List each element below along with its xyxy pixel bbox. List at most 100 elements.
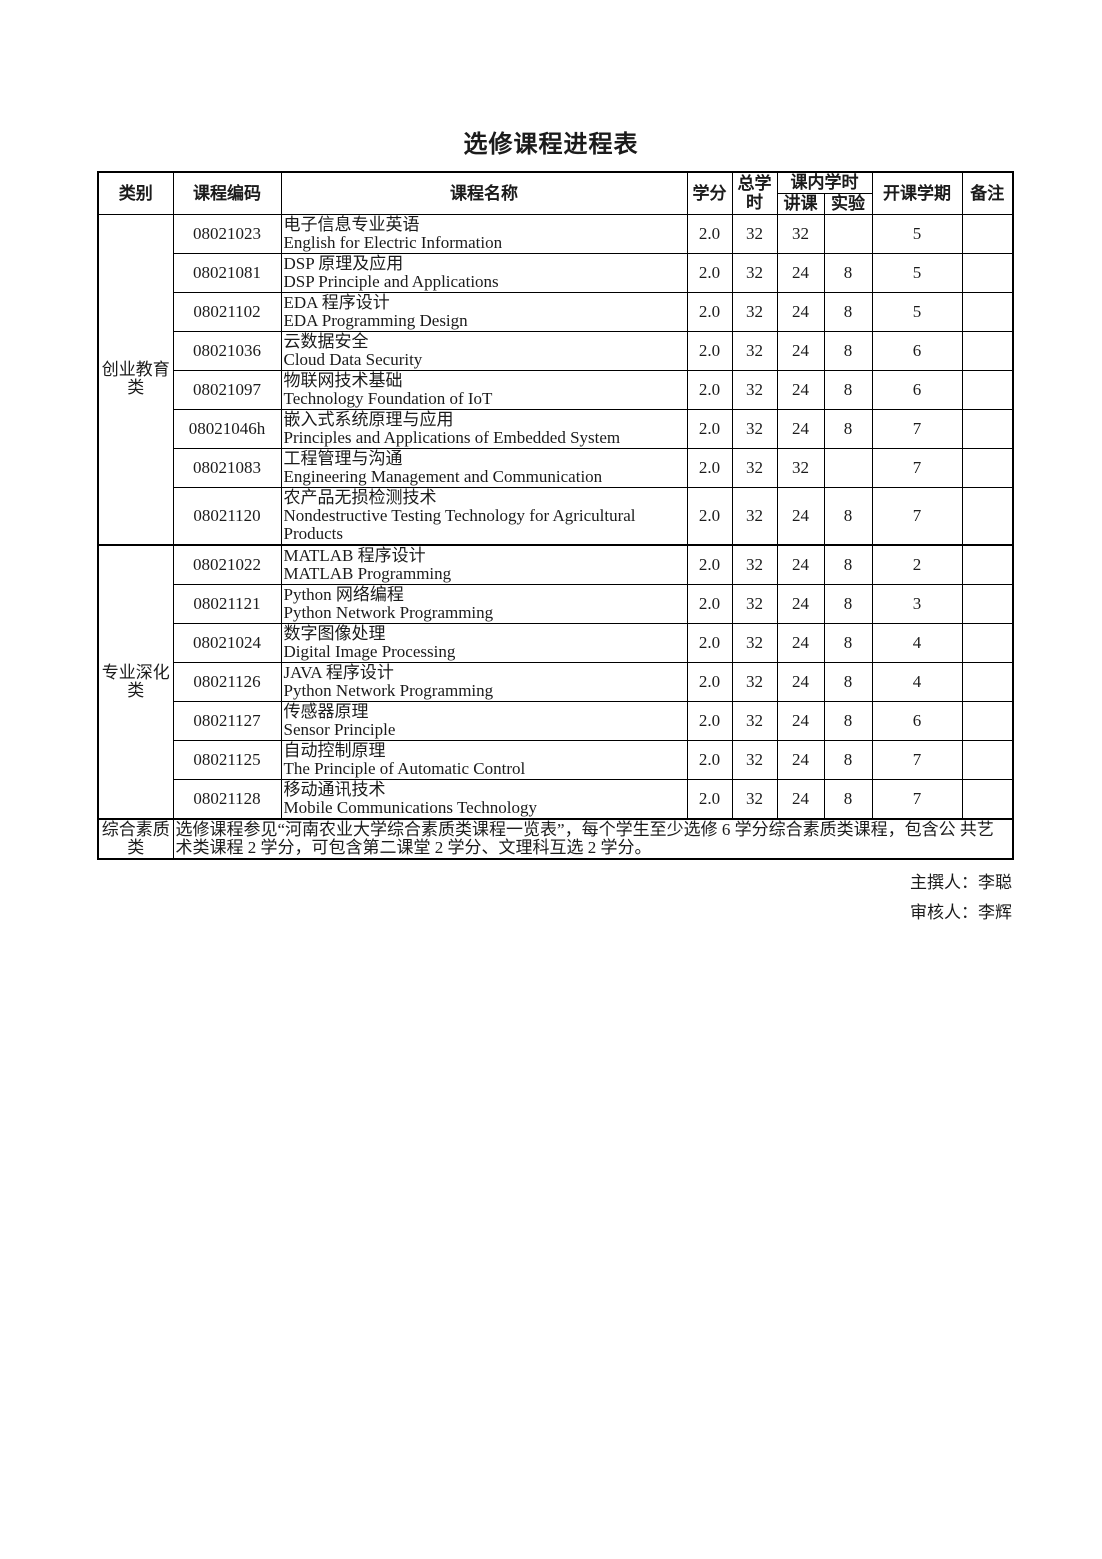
course-code-cell: 08021126: [172, 661, 282, 702]
lecture-hours-cell: 24: [776, 543, 825, 585]
experiment-hours-cell: 8: [823, 330, 873, 371]
course-name-cn: 嵌入式系统原理与应用: [283, 409, 454, 429]
course-name-cell: 传感器原理 Sensor Principle: [280, 700, 688, 741]
lecture-hours-cell: 24: [776, 622, 825, 663]
header-row-1: 类别 课程编码 课程名称 学分 总学时 课内学时 开课学期 备注: [97, 171, 1014, 215]
total-hours-cell: 32: [731, 622, 778, 663]
header-remarks: 备注: [961, 171, 1014, 215]
credits-cell: 2.0: [686, 447, 733, 488]
total-hours-cell: 32: [731, 543, 778, 585]
credits-cell: 2.0: [686, 330, 733, 371]
course-name-cn: 数字图像处理: [283, 623, 386, 643]
course-row: 专业深化类 08021022 MATLAB 程序设计 MATLAB Programmi…: [97, 543, 1014, 819]
experiment-hours-cell: 8: [823, 739, 873, 780]
course-row: 创业教育类 08021023 电子信息专业英语 English for Electri…: [97, 213, 1014, 545]
semester-cell: 6: [871, 700, 963, 741]
header-category: 类别: [97, 171, 174, 215]
table-header: 类别 课程编码 课程名称 学分 总学时 课内学时 开课学期 备注 讲课 实验: [97, 171, 1014, 215]
semester-cell: 7: [871, 408, 963, 449]
semester-cell: 4: [871, 661, 963, 702]
course-name-en: English for Electric Information: [283, 232, 503, 252]
credits-cell: 2.0: [686, 661, 733, 702]
course-name-cell: EDA 程序设计 EDA Programming Design: [280, 291, 688, 332]
course-name-en: Sensor Principle: [283, 719, 396, 739]
semester-cell: 5: [871, 291, 963, 332]
course-row: 08021083 工程管理与沟通 Engineering Management an…: [98, 447, 1014, 488]
experiment-hours-cell: 8: [823, 408, 873, 449]
remarks-cell: [961, 583, 1014, 624]
course-name-en: Technology Foundation of IoT: [283, 388, 493, 408]
credits-cell: 2.0: [686, 778, 733, 819]
course-row: 08021036 云数据安全 Cloud Data Security 2.0 32 24 8…: [98, 330, 1014, 371]
remarks-cell: [961, 213, 1014, 254]
remarks-cell: [961, 543, 1014, 585]
lecture-hours-cell: 24: [776, 330, 825, 371]
course-name-cell: MATLAB 程序设计 MATLAB Programming: [280, 543, 688, 585]
credits-cell: 2.0: [686, 700, 733, 741]
course-code-cell: 08021128: [172, 778, 282, 819]
course-name-en: EDA Programming Design: [283, 310, 468, 330]
experiment-hours-cell: 8: [823, 661, 873, 702]
total-hours-cell: 32: [731, 252, 778, 293]
note-row: 综合素质类 选修课程参见“河南农业大学综合素质类课程一览表”，每个学生至少选修 6…: [97, 817, 1014, 859]
lecture-hours-cell: 32: [776, 213, 825, 254]
experiment-hours-cell: 8: [823, 486, 873, 545]
page-title: 选修课程进程表: [463, 131, 639, 158]
course-name-cn: 工程管理与沟通: [283, 448, 403, 468]
lecture-hours-cell: 24: [776, 486, 825, 545]
course-name-en: Cloud Data Security: [283, 349, 423, 369]
course-name-cell: 工程管理与沟通 Engineering Management and Commun…: [280, 447, 688, 488]
course-code-cell: 08021022: [172, 543, 282, 585]
experiment-hours-cell: 8: [823, 369, 873, 410]
course-name-cn: MATLAB 程序设计: [283, 545, 426, 565]
credits-cell: 2.0: [686, 408, 733, 449]
semester-cell: 4: [871, 622, 963, 663]
course-name-cell: 嵌入式系统原理与应用 Principles and Applications of…: [280, 408, 688, 449]
course-name-en: Principles and Applications of Embedded …: [283, 427, 621, 447]
semester-cell: 7: [871, 778, 963, 819]
credits-cell: 2.0: [686, 252, 733, 293]
lecture-hours-cell: 24: [776, 369, 825, 410]
lecture-hours-cell: 24: [776, 252, 825, 293]
credits-cell: 2.0: [686, 291, 733, 332]
header-course-name: 课程名称: [280, 171, 688, 215]
lecture-hours-cell: 24: [776, 700, 825, 741]
course-code-cell: 08021097: [172, 369, 282, 410]
course-code-cell: 08021120: [172, 486, 282, 545]
course-code-cell: 08021127: [172, 700, 282, 741]
remarks-cell: [961, 661, 1014, 702]
course-name-cn: 电子信息专业英语: [283, 214, 420, 234]
course-row: 08021046h 嵌入式系统原理与应用 Principles and Applic…: [98, 408, 1014, 449]
course-name-cell: 自动控制原理 The Principle of Automatic Control: [280, 739, 688, 780]
course-name-cell: 云数据安全 Cloud Data Security: [280, 330, 688, 371]
course-name-cell: 物联网技术基础 Technology Foundation of IoT: [280, 369, 688, 410]
course-code-cell: 08021081: [172, 252, 282, 293]
course-name-cell: DSP 原理及应用 DSP Principle and Applications: [280, 252, 688, 293]
course-name-en: Python Network Programming: [283, 680, 494, 700]
credits-cell: 2.0: [686, 583, 733, 624]
course-code-cell: 08021023: [172, 213, 282, 254]
course-name-cn: 物联网技术基础: [283, 370, 403, 390]
header-course-code: 课程编码: [172, 171, 282, 215]
semester-cell: 6: [871, 330, 963, 371]
course-name-en: Engineering Management and Communication: [283, 466, 603, 486]
remarks-cell: [961, 369, 1014, 410]
course-table: 类别 课程编码 课程名称 学分 总学时 课内学时 开课学期 备注 讲课 实验 创…: [97, 171, 1014, 860]
semester-cell: 2: [871, 543, 963, 585]
course-name-cell: Python 网络编程 Python Network Programming: [280, 583, 688, 624]
semester-cell: 5: [871, 213, 963, 254]
course-name-en: MATLAB Programming: [283, 563, 452, 583]
remarks-cell: [961, 700, 1014, 741]
course-name-cn: 自动控制原理: [283, 740, 386, 760]
total-hours-cell: 32: [731, 369, 778, 410]
course-name-cn: Python 网络编程: [283, 584, 404, 604]
course-code-cell: 08021125: [172, 739, 282, 780]
course-code-cell: 08021121: [172, 583, 282, 624]
remarks-cell: [961, 252, 1014, 293]
credits-cell: 2.0: [686, 739, 733, 780]
experiment-hours-cell: 8: [823, 622, 873, 663]
course-row: 08021126 JAVA 程序设计 Python Network Programm…: [98, 661, 1014, 702]
total-hours-cell: 32: [731, 778, 778, 819]
course-name-cell: 数字图像处理 Digital Image Processing: [280, 622, 688, 663]
credits-cell: 2.0: [686, 369, 733, 410]
